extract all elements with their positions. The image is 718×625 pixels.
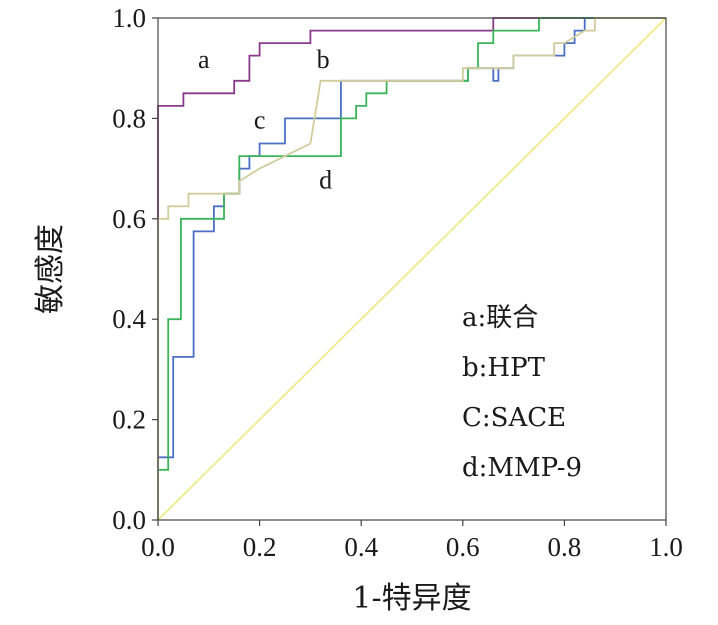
legend-entry: C:SACE <box>462 403 566 433</box>
y-tick-label: 0.2 <box>112 405 146 435</box>
x-tick-label: 0.0 <box>141 532 175 562</box>
x-tick-label: 0.2 <box>243 532 277 562</box>
roc-curve-c <box>157 17 666 520</box>
curve-label-b: b <box>317 45 330 74</box>
y-tick-label: 0.8 <box>112 103 146 133</box>
axis-ticks: 0.0 0.2 0.4 0.6 0.8 1.0 0.0 0.2 0.4 0.6 0.8 1.0 <box>112 3 683 562</box>
curve-label-d: d <box>319 166 332 195</box>
x-tick-label: 0.4 <box>344 532 378 562</box>
curve-label-c: c <box>254 105 266 134</box>
y-tick-label: 0.4 <box>112 304 146 334</box>
curve-label-a: a <box>198 45 210 74</box>
x-tick-label: 0.8 <box>548 532 582 562</box>
legend: a:联合 b:HPT C:SACE d:MMP-9 <box>462 303 582 483</box>
roc-curve-a <box>157 17 666 520</box>
legend-entry: d:MMP-9 <box>462 453 582 483</box>
y-axis-title: 敏感度 <box>33 224 68 314</box>
curve-letters: a b c d <box>198 45 332 194</box>
y-tick-label: 1.0 <box>112 3 146 33</box>
roc-curve-b <box>157 17 666 520</box>
roc-curve-d <box>157 17 666 520</box>
reference-diagonal-line <box>157 17 667 521</box>
plot-curves <box>157 17 667 521</box>
legend-entry: b:HPT <box>462 353 546 383</box>
y-tick-label: 0.6 <box>112 204 146 234</box>
x-tick-label: 1.0 <box>649 532 683 562</box>
x-axis-title: 1-特异度 <box>352 581 471 616</box>
plot-frame <box>157 17 667 521</box>
legend-entry: a:联合 <box>462 303 538 333</box>
x-tick-label: 0.6 <box>446 532 480 562</box>
y-tick-label: 0.0 <box>112 505 146 535</box>
